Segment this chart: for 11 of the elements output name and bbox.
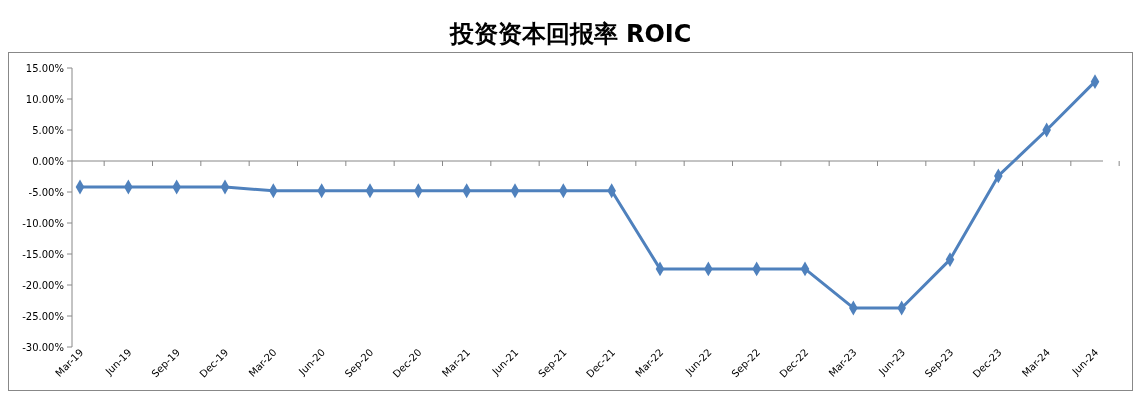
y-tick-label: -5.00%: [28, 186, 64, 198]
y-tick-label: -20.00%: [22, 279, 64, 291]
y-tick-label: -25.00%: [22, 310, 64, 322]
y-tick-label: 15.00%: [25, 62, 64, 74]
chart-title: 投资资本回报率 ROIC: [448, 20, 692, 48]
y-tick-label: 5.00%: [32, 124, 64, 136]
y-tick-label: 10.00%: [25, 93, 64, 105]
y-tick-label: -30.00%: [22, 341, 64, 353]
y-tick-label: -10.00%: [22, 217, 64, 229]
y-tick-label: 0.00%: [32, 155, 64, 167]
y-tick-label: -15.00%: [22, 248, 64, 260]
